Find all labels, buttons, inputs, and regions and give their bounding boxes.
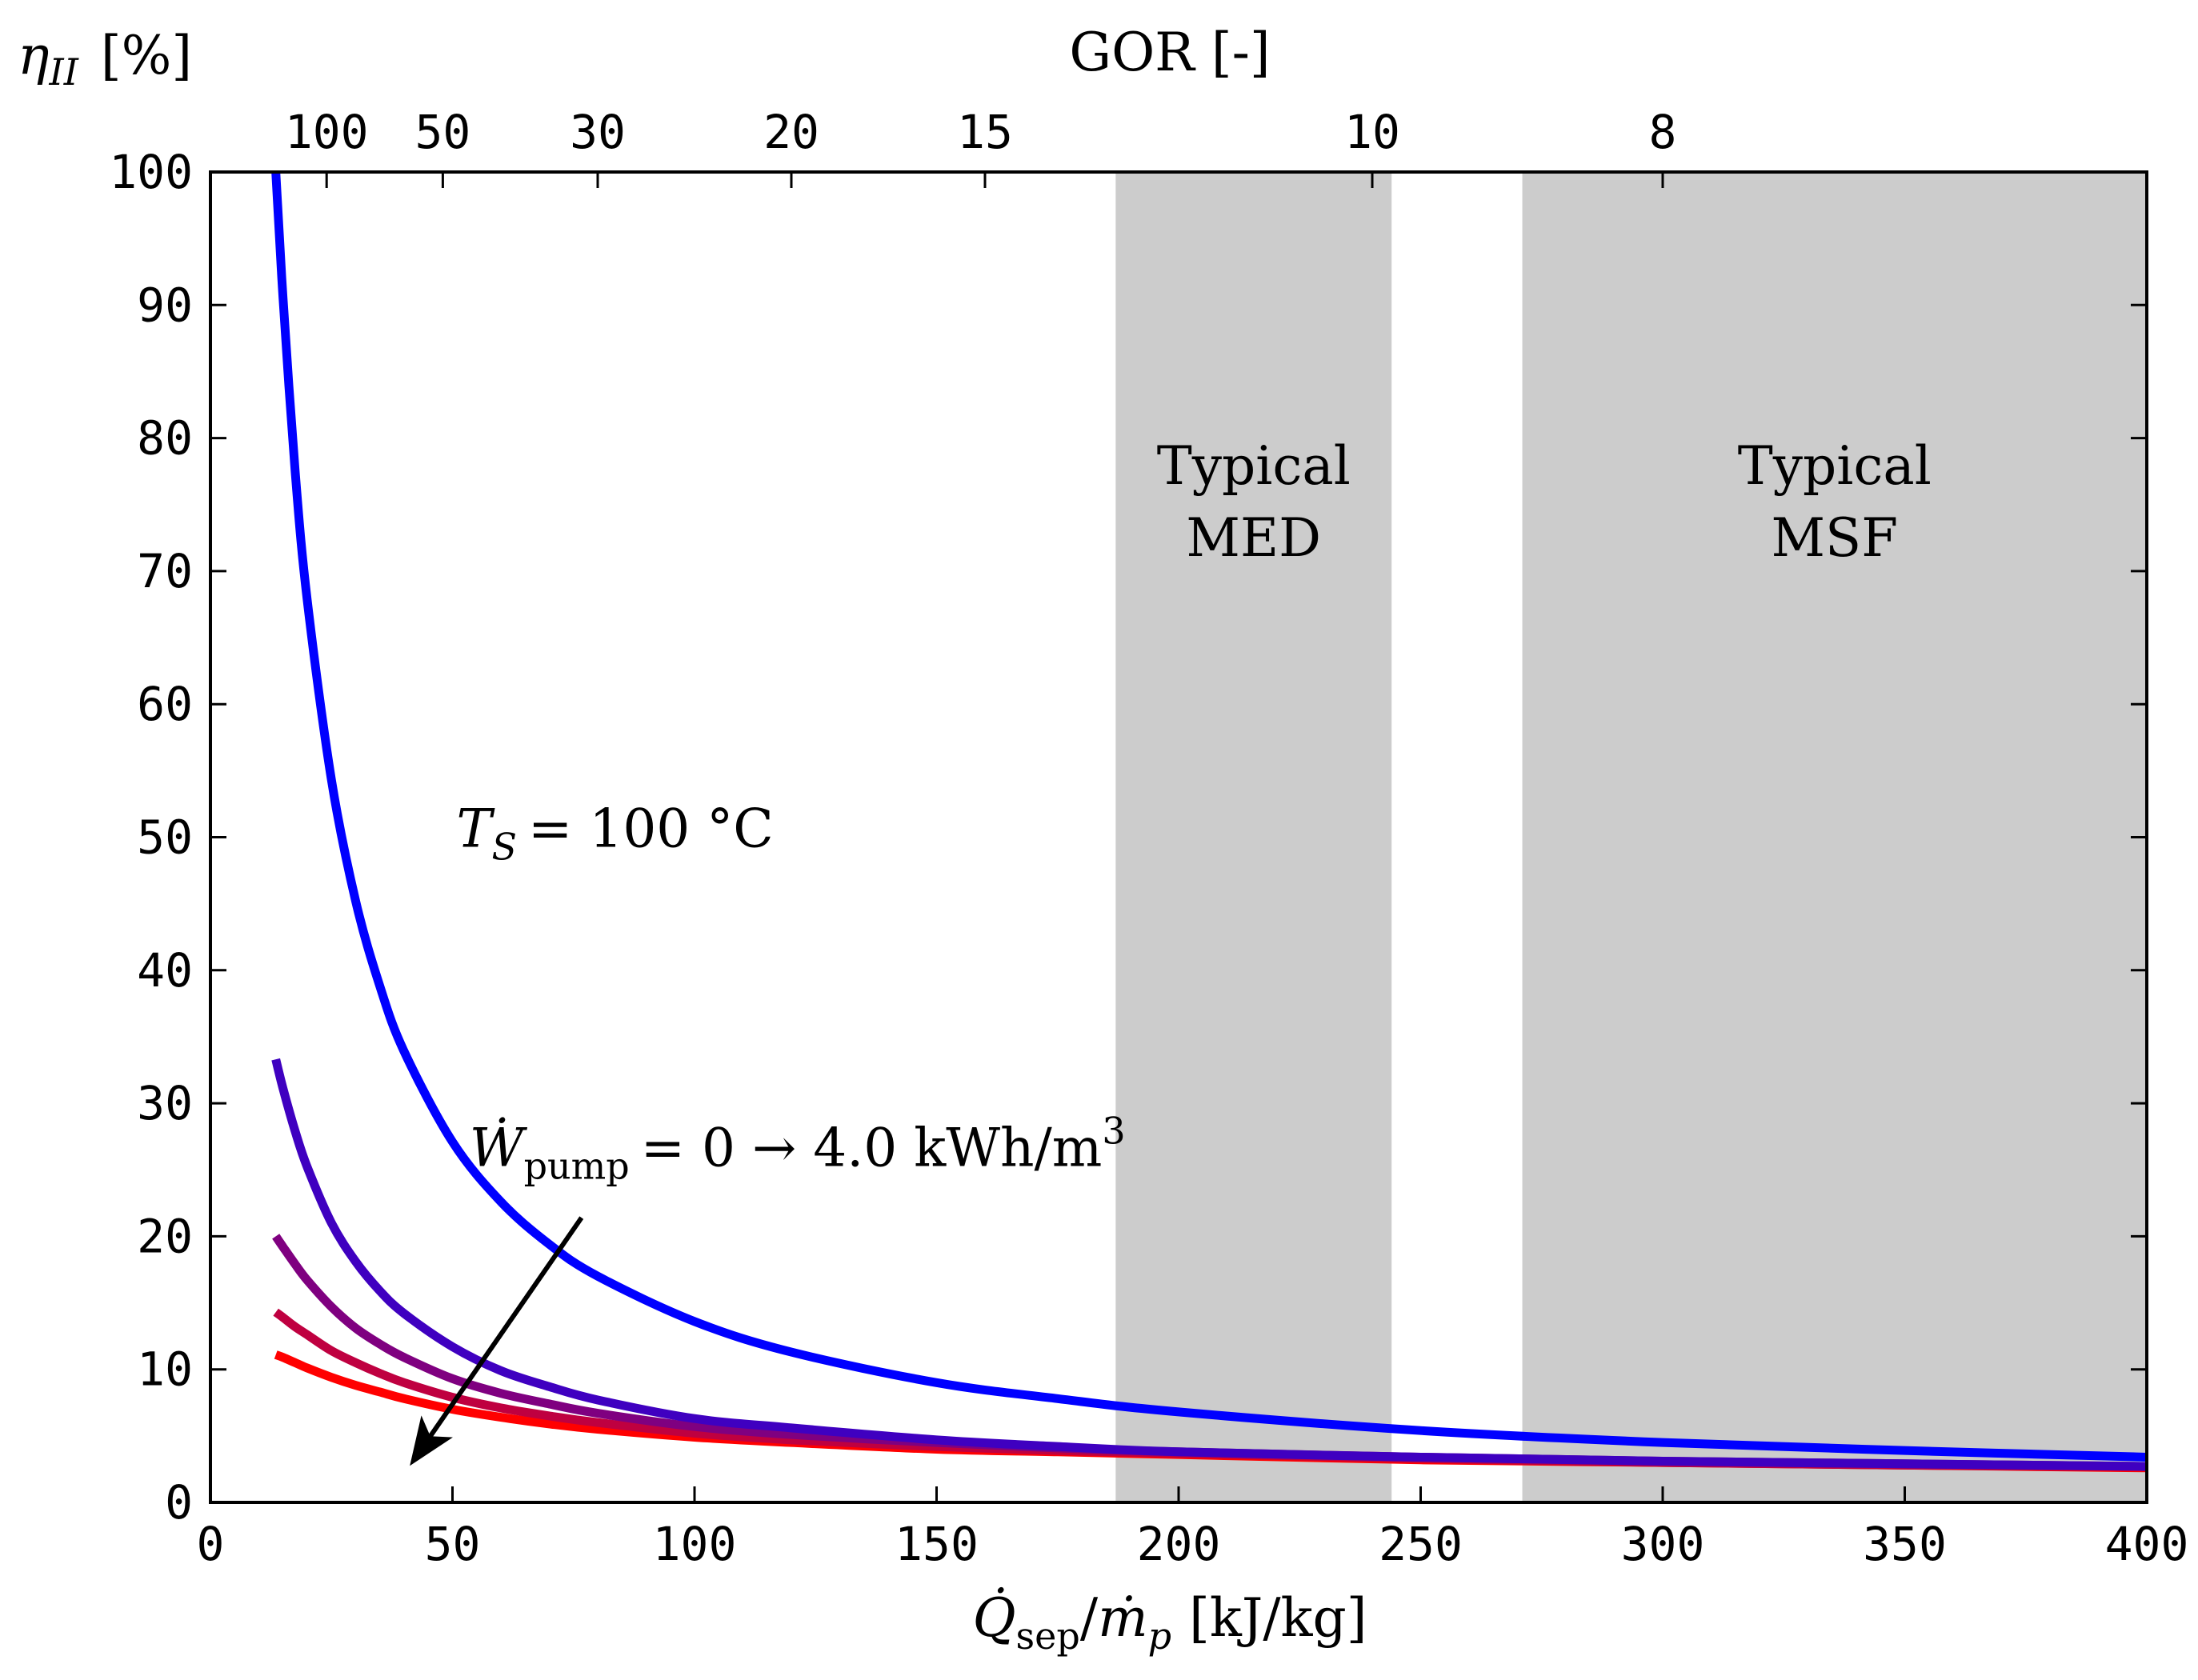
x-tick-label: 300 — [1621, 1517, 1705, 1571]
gor-tick-label: 15 — [957, 105, 1013, 159]
x-tick-label: 350 — [1863, 1517, 1947, 1571]
y-tick-label: 90 — [137, 278, 193, 332]
pump-annotation: Ẇpump = 0 → 4.0 kWh/m3 — [470, 1110, 1126, 1188]
plot-frame — [209, 170, 2148, 1504]
y-axis-subscript: II — [49, 50, 79, 94]
x-axis-slash: / — [1080, 1587, 1099, 1649]
tick-labels: 0 50 100 150 200 250 300 350 4000102030405060708… — [109, 105, 2188, 1571]
temp-subscript: S — [492, 826, 518, 869]
x-tick-label: 100 — [653, 1517, 737, 1571]
y-tick-label: 50 — [137, 810, 193, 865]
region-med — [1115, 172, 1392, 1502]
gor-tick-label: 20 — [763, 105, 819, 159]
gor-tick-label: 100 — [285, 105, 369, 159]
gor-tick-label: 10 — [1344, 105, 1400, 159]
x-tick-label: 150 — [895, 1517, 979, 1571]
temp-symbol: T — [457, 798, 496, 860]
region-msf-label-line1: Typical — [1738, 435, 1932, 497]
y-tick-label: 20 — [137, 1209, 193, 1263]
x-axis-unit: [kJ/kg] — [1189, 1587, 1367, 1649]
data-series — [271, 171, 2148, 1473]
x-tick-label: 250 — [1379, 1517, 1463, 1571]
y-axis-title: ηII [%] — [18, 25, 192, 94]
pump-superscript: 3 — [1102, 1110, 1125, 1153]
x-axis-m: ṁ — [1098, 1587, 1148, 1649]
y-tick-label: 10 — [137, 1342, 193, 1397]
gor-tick-label: 8 — [1649, 105, 1677, 159]
region-med-label-line2: MED — [1186, 507, 1321, 569]
series-line-1 — [271, 1058, 2148, 1471]
pump-symbol: Ẇ — [470, 1118, 528, 1179]
region-msf-label-line2: MSF — [1771, 507, 1898, 569]
x-tick-label: 50 — [425, 1517, 481, 1571]
y-tick-label: 0 — [165, 1475, 193, 1530]
x-tick-label: 400 — [2105, 1517, 2189, 1571]
temperature-annotation: TS = 100 °C — [457, 798, 774, 869]
y-tick-label: 40 — [137, 943, 193, 998]
gor-tick-label: 50 — [414, 105, 470, 159]
x-tick-label: 200 — [1137, 1517, 1221, 1571]
x-axis-title: Q̇sep/ṁp [kJ/kg] — [972, 1587, 1367, 1658]
y-axis-unit: [%] — [101, 25, 192, 86]
x-axis-m-sub: p — [1148, 1614, 1171, 1658]
y-tick-label: 80 — [137, 411, 193, 466]
trend-arrow — [410, 1216, 584, 1466]
y-tick-label: 30 — [137, 1076, 193, 1130]
x-axis-q: Q̇ — [972, 1587, 1015, 1649]
series-line-0 — [271, 171, 2148, 1462]
region-msf — [1522, 172, 2147, 1502]
axis-ticks — [209, 170, 2148, 1504]
y-tick-label: 70 — [137, 544, 193, 598]
temp-value: = 100 °C — [528, 798, 774, 860]
y-axis-symbol: η — [18, 25, 50, 86]
region-med-label-line1: Typical — [1157, 435, 1351, 497]
pump-range: = 0 → 4.0 kWh/m — [641, 1118, 1103, 1179]
pump-subscript: pump — [524, 1145, 630, 1188]
x-axis-q-sub: sep — [1016, 1614, 1080, 1658]
x-tick-label: 0 — [197, 1517, 225, 1571]
gor-tick-label: 30 — [570, 105, 626, 159]
shaded-regions: Typical MED Typical MSF — [1115, 172, 2147, 1502]
y-tick-label: 100 — [109, 145, 193, 199]
y-tick-label: 60 — [137, 677, 193, 731]
top-axis-title: GOR [-] — [1069, 22, 1270, 83]
